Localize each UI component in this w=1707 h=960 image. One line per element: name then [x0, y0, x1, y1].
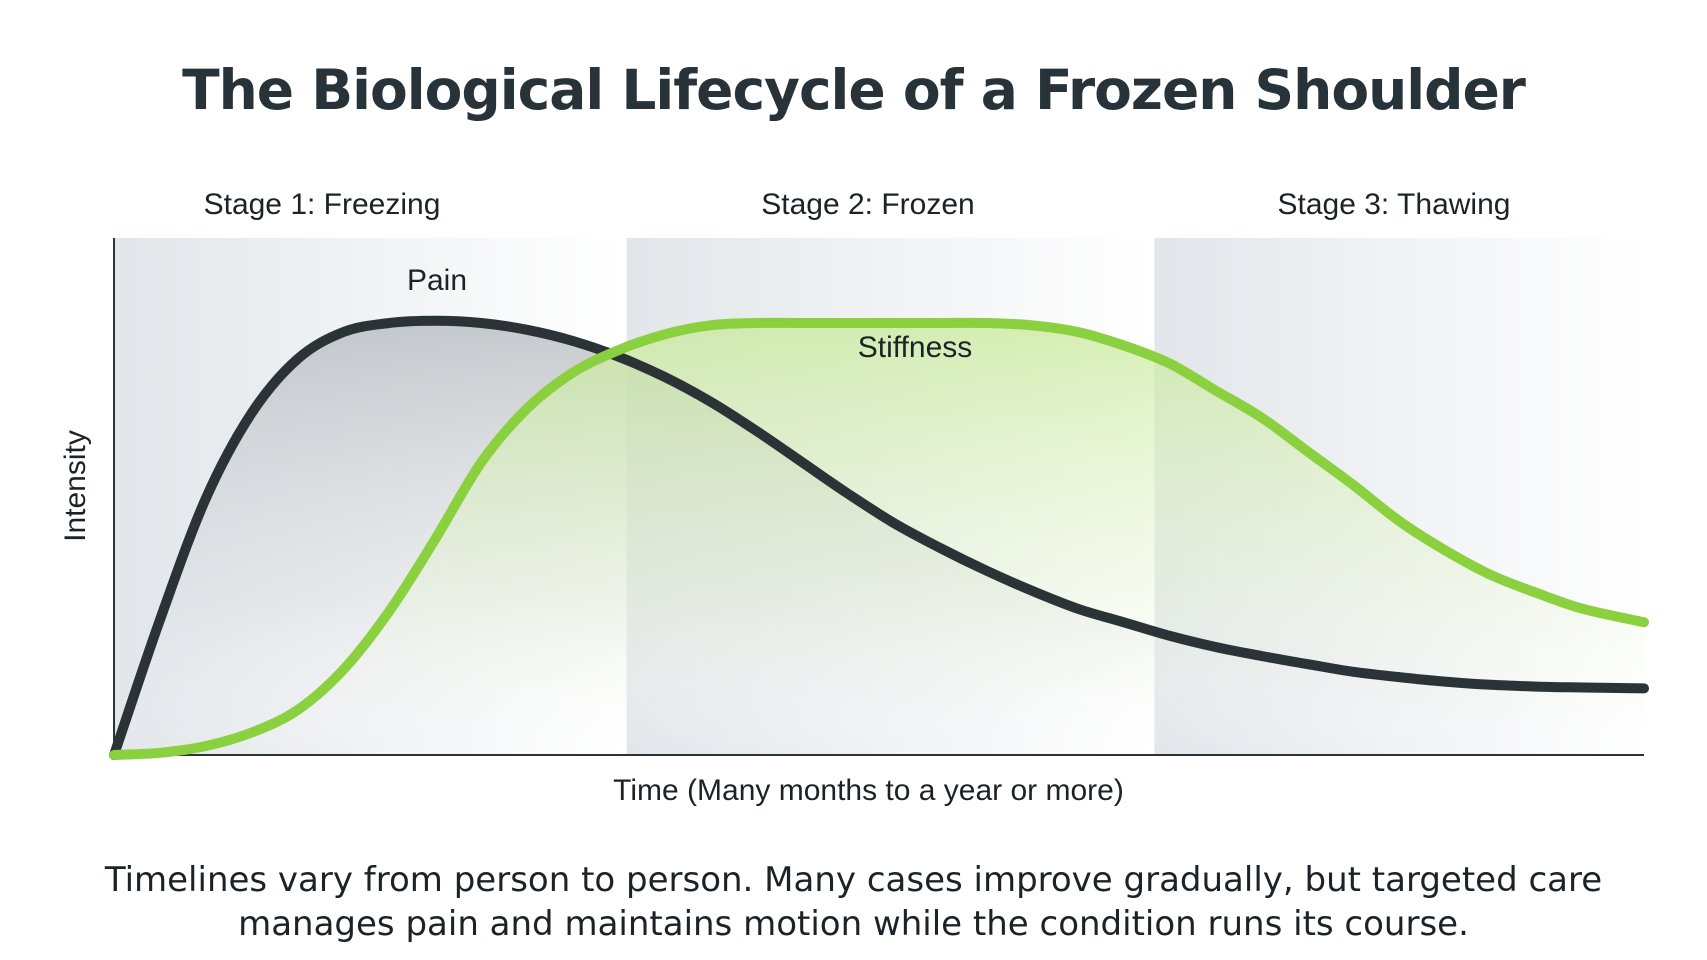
stage-label-freezing: Stage 1: Freezing — [203, 188, 441, 221]
x-axis-label: Time (Many months to a year or more) — [613, 774, 1124, 807]
caption: Timelines vary from person to person. Ma… — [0, 858, 1707, 946]
caption-line-1: Timelines vary from person to person. Ma… — [104, 860, 1603, 900]
y-axis-label: Intensity — [59, 430, 92, 542]
chart-title: The Biological Lifecycle of a Frozen Sho… — [182, 58, 1526, 122]
series-label-stiffness: Stiffness — [857, 331, 973, 364]
line-stiffness — [109, 317, 1649, 760]
caption-line-2: manages pain and maintains motion while … — [238, 904, 1469, 944]
series-label-pain: Pain — [406, 264, 468, 297]
stage-label-frozen: Stage 2: Frozen — [761, 188, 975, 221]
stage-label-thawing: Stage 3: Thawing — [1277, 188, 1511, 221]
line-pain — [109, 315, 1649, 760]
area-stiffness — [114, 322, 1644, 755]
